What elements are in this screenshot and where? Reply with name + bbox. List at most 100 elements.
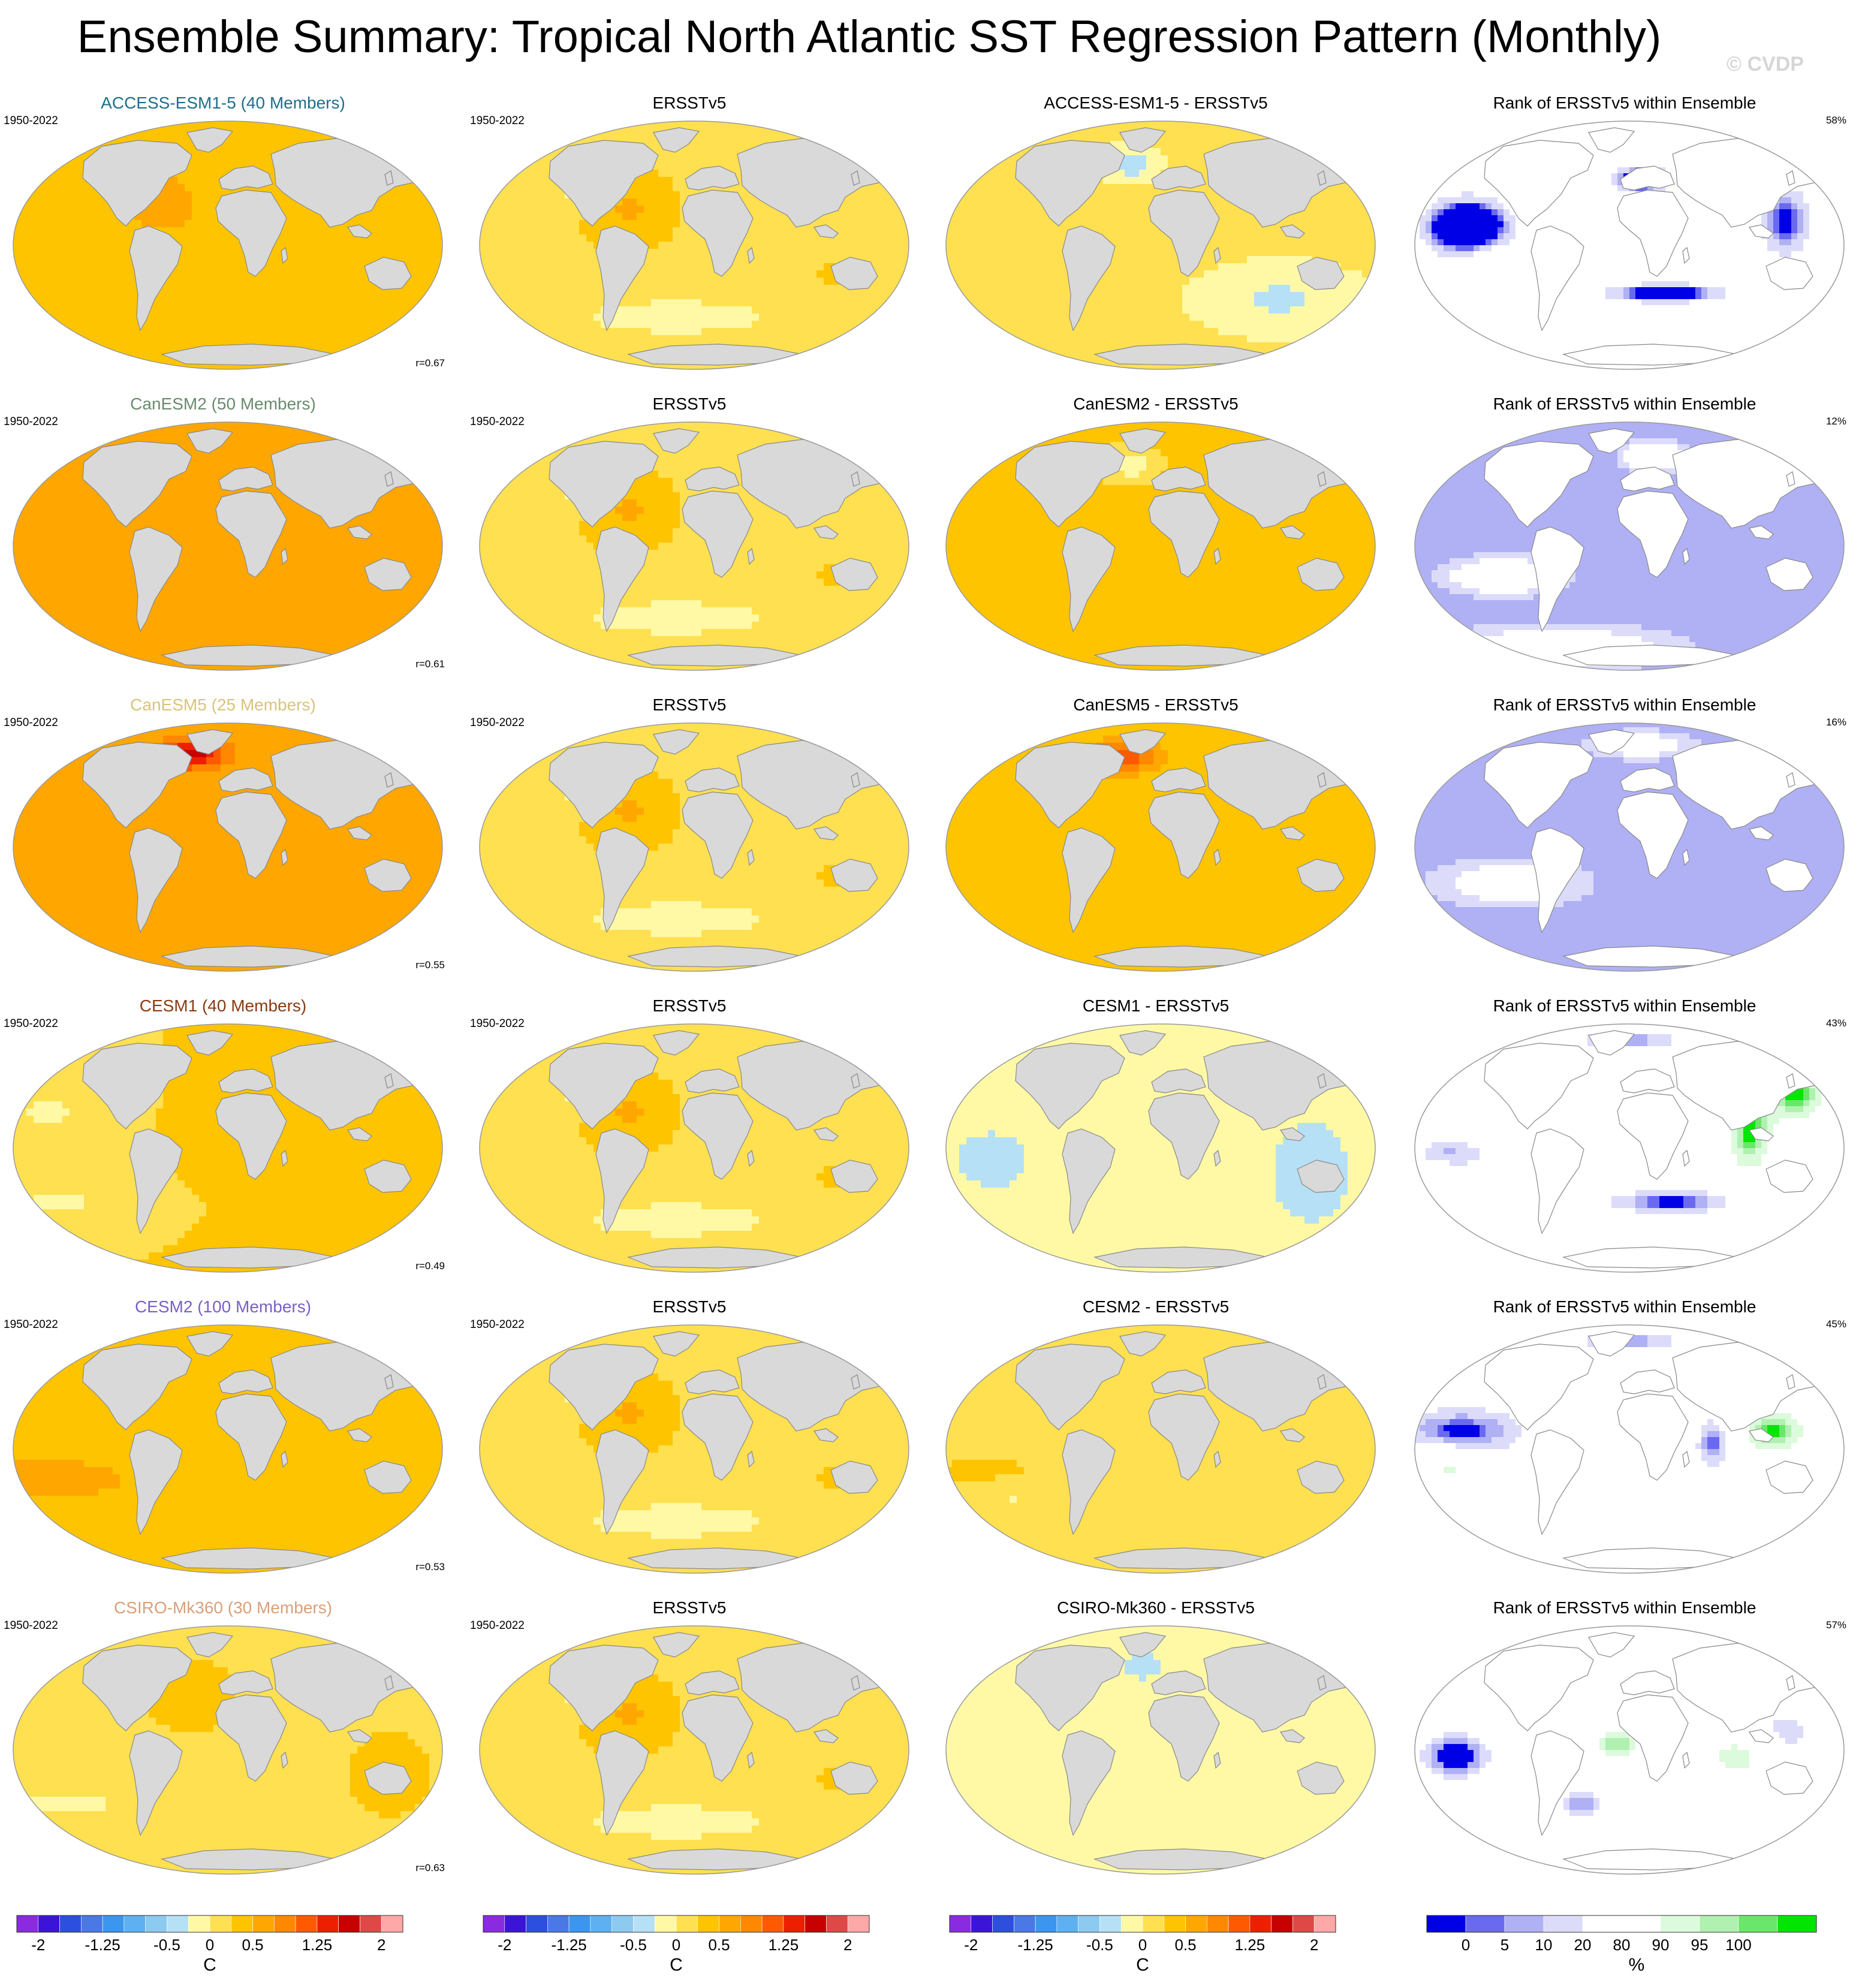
map-panel-obs-5: ERSSTv5 1950-2022 bbox=[468, 1297, 911, 1585]
map-panel-obs-2: ERSSTv5 1950-2022 bbox=[468, 394, 911, 682]
colorbar-tick-label: 100 bbox=[1725, 1936, 1751, 1954]
colorbar-swatch bbox=[209, 1915, 232, 1933]
map-panel-obs-1: ERSSTv5 1950-2022 bbox=[468, 93, 911, 381]
panel-title: ERSSTv5 bbox=[468, 996, 911, 1016]
colorbar-swatch bbox=[1292, 1915, 1315, 1933]
colorbar-swatch bbox=[1014, 1915, 1036, 1933]
colorbar-swatch bbox=[992, 1915, 1014, 1933]
panel-title: CanESM2 (50 Members) bbox=[1, 394, 445, 414]
map-panel-rank-4: Rank of ERSSTv5 within Ensemble 43% bbox=[1403, 996, 1846, 1284]
panel-title: CESM2 (100 Members) bbox=[1, 1297, 445, 1317]
colorbar-swatch bbox=[102, 1915, 125, 1933]
panel-title: Rank of ERSSTv5 within Ensemble bbox=[1403, 1598, 1846, 1618]
colorbar-tick-label: 0.5 bbox=[1174, 1936, 1196, 1954]
colorbar-swatch bbox=[590, 1915, 612, 1933]
colorbar-swatch bbox=[526, 1915, 548, 1933]
colorbar-swatch bbox=[1035, 1915, 1057, 1933]
colorbar-tick-label: 2 bbox=[377, 1936, 385, 1954]
land-mask bbox=[1484, 1030, 1825, 1269]
colorbar-swatch bbox=[1120, 1915, 1143, 1933]
colorbar-swatch bbox=[847, 1915, 870, 1933]
colorbar-tick-label: 1.25 bbox=[302, 1936, 333, 1954]
map-obs bbox=[479, 121, 909, 370]
colorbar-diff: C -2 -1.25 -0.5 0 0.5 1.25 2 bbox=[933, 1915, 1352, 1981]
map-diff bbox=[945, 421, 1376, 671]
map-obs bbox=[479, 722, 909, 972]
colorbar-swatch bbox=[805, 1915, 827, 1933]
colorbar-swatch bbox=[188, 1915, 210, 1933]
colorbar-swatch bbox=[38, 1915, 60, 1933]
colorbar-tick-label: 95 bbox=[1691, 1936, 1709, 1954]
colorbar-swatch bbox=[1078, 1915, 1100, 1933]
period-label: 1950-2022 bbox=[4, 1619, 58, 1632]
rank-percent: 45% bbox=[1826, 1318, 1846, 1330]
period-label: 1950-2022 bbox=[470, 115, 525, 128]
colorbar-swatch bbox=[1142, 1915, 1165, 1933]
colorbar-tick-label: 1.25 bbox=[769, 1936, 799, 1954]
panel-title: CSIRO-Mk360 - ERSSTv5 bbox=[934, 1598, 1378, 1618]
colorbar-obs: C -2 -1.25 -0.5 0 0.5 1.25 2 bbox=[466, 1915, 886, 1981]
map-obs bbox=[479, 1324, 909, 1574]
map-model bbox=[13, 421, 443, 671]
period-label: 1950-2022 bbox=[470, 1318, 525, 1332]
panel-title: CanESM5 - ERSSTv5 bbox=[934, 695, 1378, 715]
colorbar-tick-label: -1.25 bbox=[1017, 1936, 1053, 1954]
map-panel-model-1: ACCESS-ESM1-5 (40 Members) 1950-2022 r=0.6… bbox=[1, 93, 445, 381]
colorbar-swatch bbox=[633, 1915, 655, 1933]
colorbar-model-swatches bbox=[16, 1915, 403, 1933]
map-panel-model-5: CESM2 (100 Members) 1950-2022 r=0.53 bbox=[1, 1297, 445, 1585]
colorbar-swatch bbox=[1056, 1915, 1078, 1933]
map-panel-diff-6: CSIRO-Mk360 - ERSSTv5 bbox=[934, 1598, 1378, 1885]
pattern-correlation: r=0.55 bbox=[415, 959, 445, 971]
colorbar-tick-label: -0.5 bbox=[1086, 1936, 1113, 1954]
map-model bbox=[13, 1625, 443, 1875]
map-panel-obs-3: ERSSTv5 1950-2022 bbox=[468, 695, 911, 983]
colorbar-swatch bbox=[167, 1915, 189, 1933]
period-label: 1950-2022 bbox=[4, 716, 58, 730]
colorbar-swatch bbox=[483, 1915, 505, 1933]
colorbar-tick-label: -1.25 bbox=[85, 1936, 120, 1954]
map-panel-model-2: CanESM2 (50 Members) 1950-2022 r=0.61 bbox=[1, 394, 445, 682]
map-model bbox=[13, 1324, 443, 1574]
colorbar-swatch bbox=[338, 1915, 360, 1933]
colorbar-swatch bbox=[16, 1915, 39, 1933]
colorbar-swatch bbox=[740, 1915, 763, 1933]
colorbar-swatch bbox=[1313, 1915, 1336, 1933]
panel-title: CanESM2 - ERSSTv5 bbox=[934, 394, 1378, 414]
colorbar-swatch bbox=[1699, 1915, 1739, 1933]
colorbar-swatch bbox=[568, 1915, 591, 1933]
colorbar-swatch bbox=[381, 1915, 403, 1933]
colorbar-swatch bbox=[547, 1915, 570, 1933]
pattern-correlation: r=0.63 bbox=[415, 1862, 445, 1874]
colorbar-swatch bbox=[1543, 1915, 1583, 1933]
panel-title: ERSSTv5 bbox=[468, 1598, 911, 1618]
colorbar-swatch bbox=[1426, 1915, 1466, 1933]
colorbar-swatch bbox=[1504, 1915, 1544, 1933]
colorbar-obs-swatches bbox=[483, 1915, 870, 1933]
panel-title: ACCESS-ESM1-5 (40 Members) bbox=[1, 93, 445, 113]
colorbar-rank-unit: % bbox=[1427, 1955, 1846, 1975]
panel-title: ERSSTv5 bbox=[468, 93, 911, 113]
panel-title: Rank of ERSSTv5 within Ensemble bbox=[1403, 394, 1846, 414]
rank-percent: 16% bbox=[1826, 716, 1846, 728]
land-mask bbox=[1484, 1331, 1825, 1570]
panel-title: ERSSTv5 bbox=[468, 394, 911, 414]
pattern-correlation: r=0.49 bbox=[415, 1260, 445, 1272]
map-rank bbox=[1414, 1023, 1845, 1273]
colorbar-swatch bbox=[1249, 1915, 1272, 1933]
period-label: 1950-2022 bbox=[4, 415, 58, 429]
map-panel-rank-6: Rank of ERSSTv5 within Ensemble 57% bbox=[1403, 1598, 1846, 1885]
map-obs bbox=[479, 421, 909, 671]
colorbar-tick-label: -2 bbox=[498, 1936, 511, 1954]
rank-percent: 43% bbox=[1826, 1017, 1846, 1029]
colorbar-rank-swatches bbox=[1426, 1915, 1817, 1933]
colorbar-tick-label: 20 bbox=[1574, 1936, 1592, 1954]
colorbar-tick-label: 2 bbox=[1310, 1936, 1318, 1954]
period-label: 1950-2022 bbox=[4, 1318, 58, 1332]
map-panel-obs-6: ERSSTv5 1950-2022 bbox=[468, 1598, 911, 1885]
map-panel-model-4: CESM1 (40 Members) 1950-2022 r=0.49 bbox=[1, 996, 445, 1284]
colorbar-model: C -2 -1.25 -0.5 0 0.5 1.25 2 bbox=[0, 1915, 420, 1981]
colorbar-obs-unit: C bbox=[466, 1955, 886, 1975]
map-panel-diff-3: CanESM5 - ERSSTv5 bbox=[934, 695, 1378, 983]
